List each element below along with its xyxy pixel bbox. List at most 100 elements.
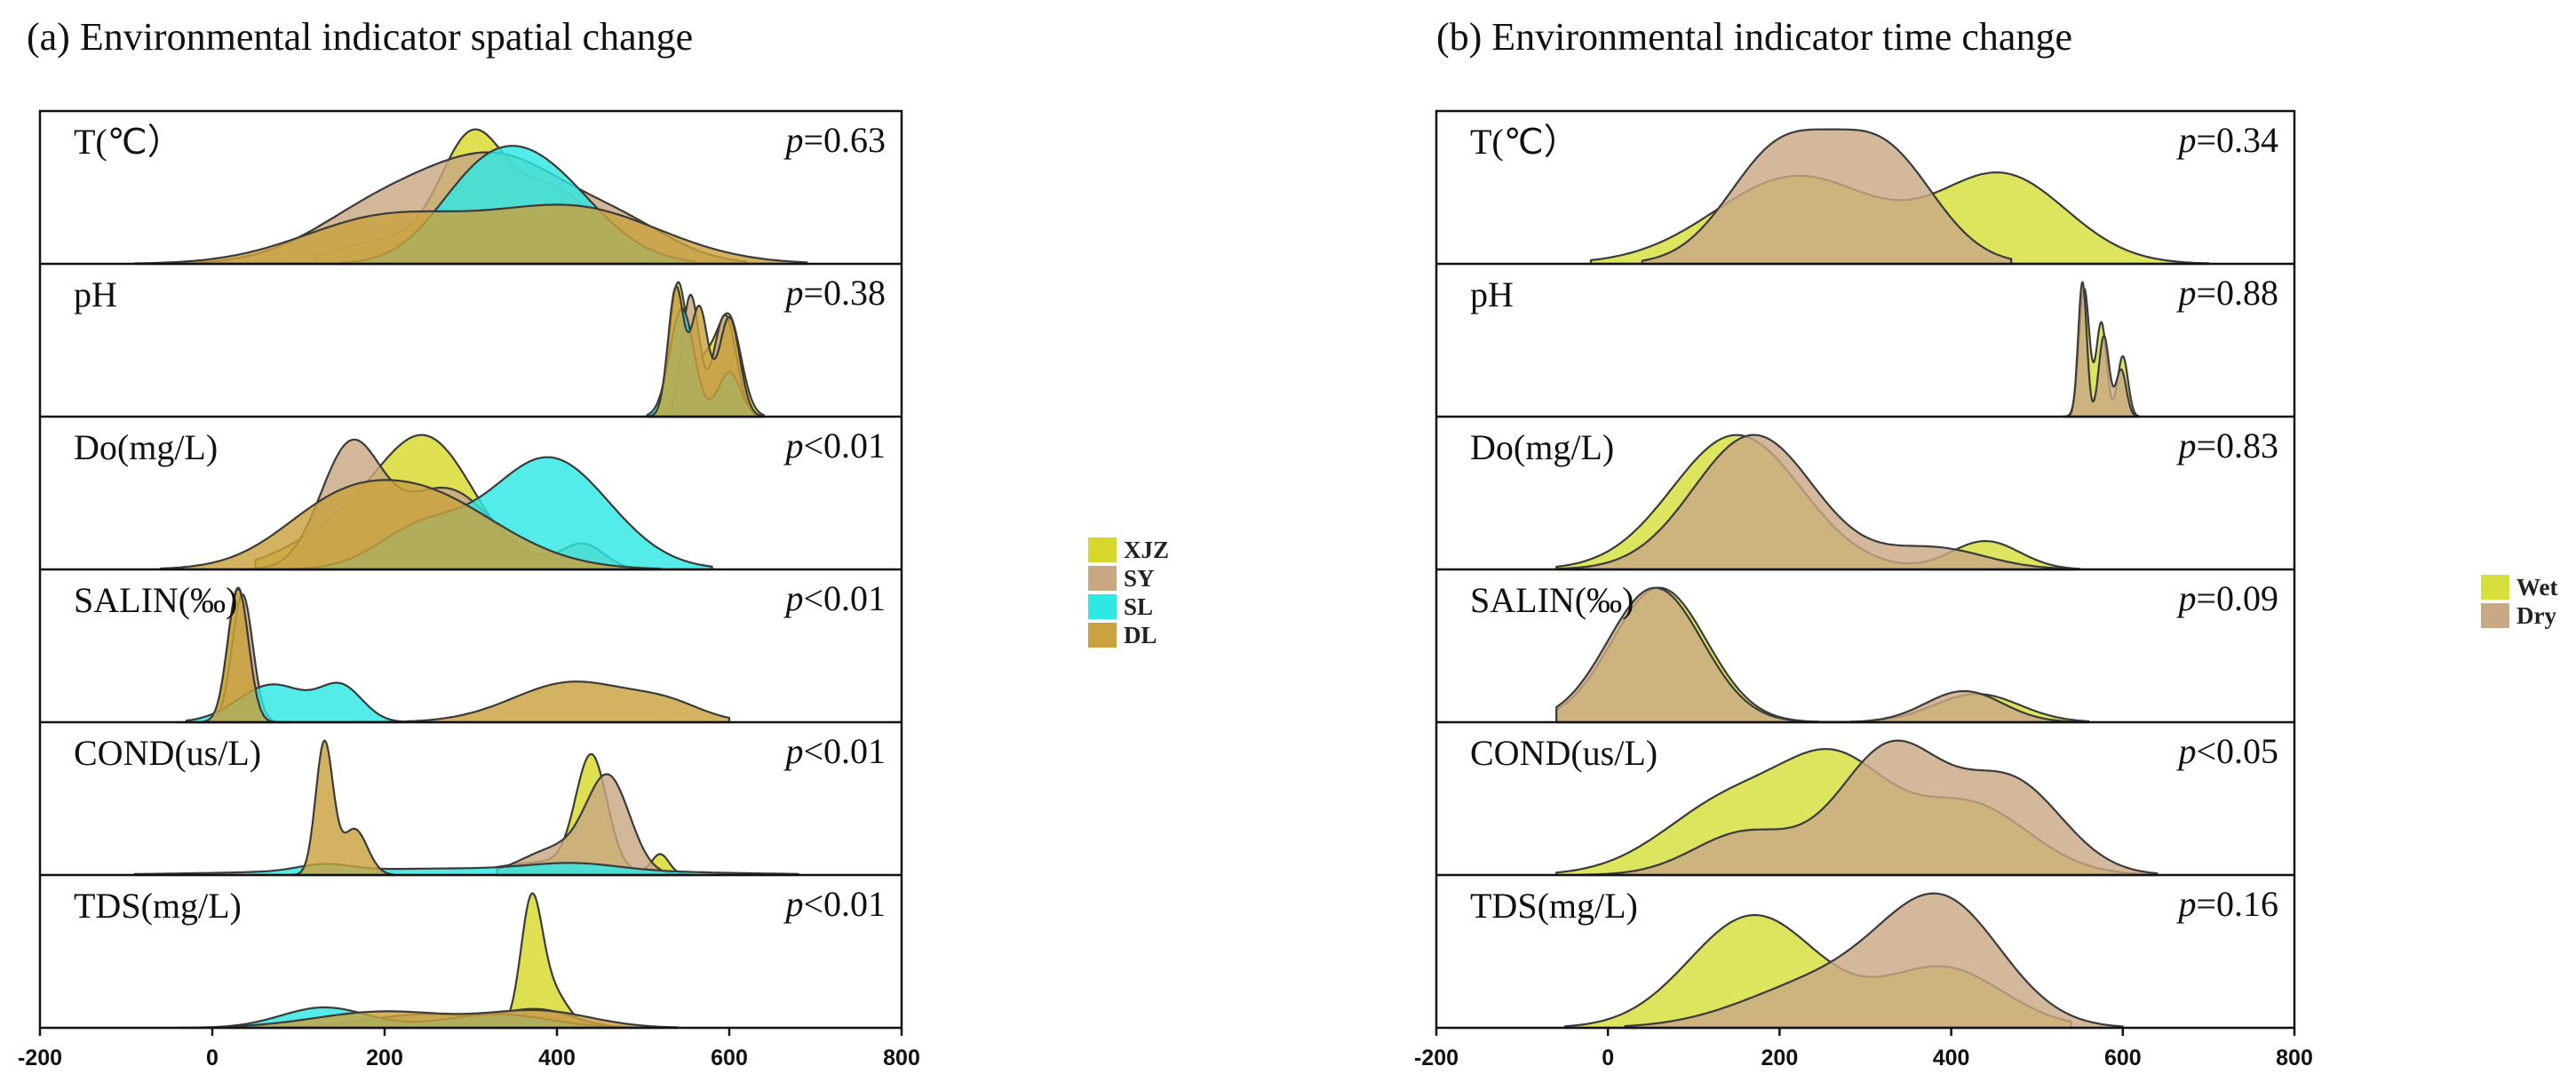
density-a-0-dl (133, 203, 808, 266)
p-value-text: =0.09 (2196, 578, 2278, 618)
p-symbol: p (2175, 578, 2196, 618)
indicator-label: T(℃） (74, 122, 183, 162)
indicator-label: pH (74, 274, 117, 314)
x-tick-label: 800 (883, 1046, 920, 1070)
indicator-label: T(℃） (1470, 122, 1579, 162)
p-value-text: <0.01 (803, 884, 886, 924)
plot-frame (38, 109, 903, 1030)
legend-swatch-wet (2481, 575, 2509, 600)
p-value-text: =0.63 (803, 120, 886, 160)
legend-swatch-xjz (1088, 537, 1117, 562)
density-a-1-dl (646, 285, 765, 418)
legend-swatch-sl (1088, 594, 1117, 619)
legend-swatch-dry (2481, 603, 2509, 628)
x-tick-label: -200 (1414, 1046, 1459, 1070)
p-symbol: p (2175, 731, 2196, 771)
p-value-text: <0.05 (2196, 731, 2278, 771)
p-symbol: p (2175, 273, 2196, 313)
x-tick-label: 800 (2276, 1046, 2313, 1070)
p-value-text: =0.34 (2196, 120, 2278, 160)
indicator-label: TDS(mg/L) (74, 886, 242, 926)
legend-label-xjz: XJZ (1124, 537, 1169, 563)
density-b-0-dry (1641, 128, 2013, 266)
indicator-label: SALIN(‰) (74, 580, 237, 620)
legend-label-wet: Wet (2516, 574, 2558, 601)
p-value: p=0.09 (2175, 578, 2278, 618)
p-value-text: =0.88 (2196, 273, 2278, 313)
p-value: p=0.88 (2175, 273, 2278, 313)
x-tick-label: 0 (1602, 1046, 1614, 1070)
p-value: p=0.34 (2175, 120, 2278, 160)
density-a-4-sl (133, 862, 799, 877)
p-value-text: =0.83 (2196, 426, 2278, 465)
p-value: p=0.63 (783, 120, 886, 160)
p-symbol: p (2175, 120, 2196, 160)
p-symbol: p (783, 884, 803, 924)
x-tick-label: 0 (206, 1046, 219, 1070)
density-a-5-xjz (487, 892, 584, 1030)
p-value: p=0.83 (2175, 426, 2278, 465)
p-symbol: p (783, 426, 803, 465)
p-value-text: <0.01 (803, 731, 886, 771)
x-tick-label: 400 (538, 1046, 576, 1070)
p-value: p=0.16 (2175, 884, 2278, 924)
p-symbol: p (783, 578, 803, 618)
legend-label-dry: Dry (2516, 602, 2556, 629)
p-value: p<0.05 (2175, 731, 2278, 771)
x-tick-label: 200 (366, 1046, 403, 1070)
p-value: p<0.01 (783, 426, 886, 465)
plot-frame (1435, 109, 2296, 1030)
row-a-3: SALIN(‰) p<0.01 (74, 578, 886, 724)
x-tick-label: 600 (2104, 1046, 2142, 1070)
row-a-0: T(℃） p=0.63 (74, 120, 886, 266)
row-a-5: TDS(mg/L) p<0.01 (74, 884, 886, 1030)
row-a-4: COND(us/L) p<0.01 (74, 731, 886, 877)
row-a-1: pH p=0.38 (74, 273, 886, 418)
panel-title-a: (a) Environmental indicator spatial chan… (27, 15, 693, 59)
row-b-2: Do(mg/L) p=0.83 (1470, 426, 2278, 571)
indicator-label: Do(mg/L) (1470, 427, 1614, 467)
panel-a-spatial-change: (a) Environmental indicator spatial chan… (18, 15, 1169, 1070)
p-symbol: p (2175, 884, 2196, 924)
legend-label-sl: SL (1124, 593, 1153, 620)
p-value-text: =0.16 (2196, 884, 2278, 924)
indicator-label: COND(us/L) (1470, 733, 1658, 773)
p-value-text: <0.01 (803, 578, 886, 618)
indicator-label: SALIN(‰) (1470, 580, 1634, 620)
row-b-0: T(℃） p=0.34 (1470, 120, 2278, 266)
indicator-label: TDS(mg/L) (1470, 886, 1638, 926)
p-symbol: p (783, 120, 803, 160)
x-tick-label: 400 (1933, 1046, 1970, 1070)
p-symbol: p (783, 273, 803, 313)
legend-label-sy: SY (1124, 565, 1155, 592)
p-symbol: p (2175, 426, 2196, 465)
x-tick-label: 200 (1761, 1046, 1799, 1070)
legend-swatch-dl (1088, 623, 1117, 648)
indicator-label: pH (1470, 274, 1514, 314)
row-b-5: TDS(mg/L) p=0.16 (1470, 884, 2278, 1030)
density-b-5-dry (1624, 892, 2124, 1030)
indicator-label: COND(us/L) (74, 733, 261, 773)
p-symbol: p (783, 731, 803, 771)
x-tick-label: 600 (711, 1046, 748, 1070)
p-value: p<0.01 (783, 884, 886, 924)
row-b-1: pH p=0.88 (1470, 273, 2278, 418)
density-a-2-dl (159, 479, 662, 571)
legend-swatch-sy (1088, 566, 1117, 591)
density-b-2-dry (1555, 434, 2081, 571)
panel-b-time-change: (b) Environmental indicator time change T… (1414, 15, 2558, 1070)
density-a-5-dl (228, 1008, 679, 1030)
density-b-4-dry (1581, 739, 2159, 877)
indicator-label: Do(mg/L) (74, 427, 218, 467)
row-a-2: Do(mg/L) p<0.01 (74, 426, 886, 571)
row-b-3: SALIN(‰) p=0.09 (1470, 578, 2278, 724)
panel-title-b: (b) Environmental indicator time change (1436, 15, 2072, 59)
x-tick-label: -200 (18, 1046, 62, 1070)
row-b-4: COND(us/L) p<0.05 (1470, 731, 2278, 877)
density-a-4-dl (289, 739, 394, 877)
legend-label-dl: DL (1124, 622, 1157, 648)
p-value-text: =0.38 (803, 273, 886, 313)
